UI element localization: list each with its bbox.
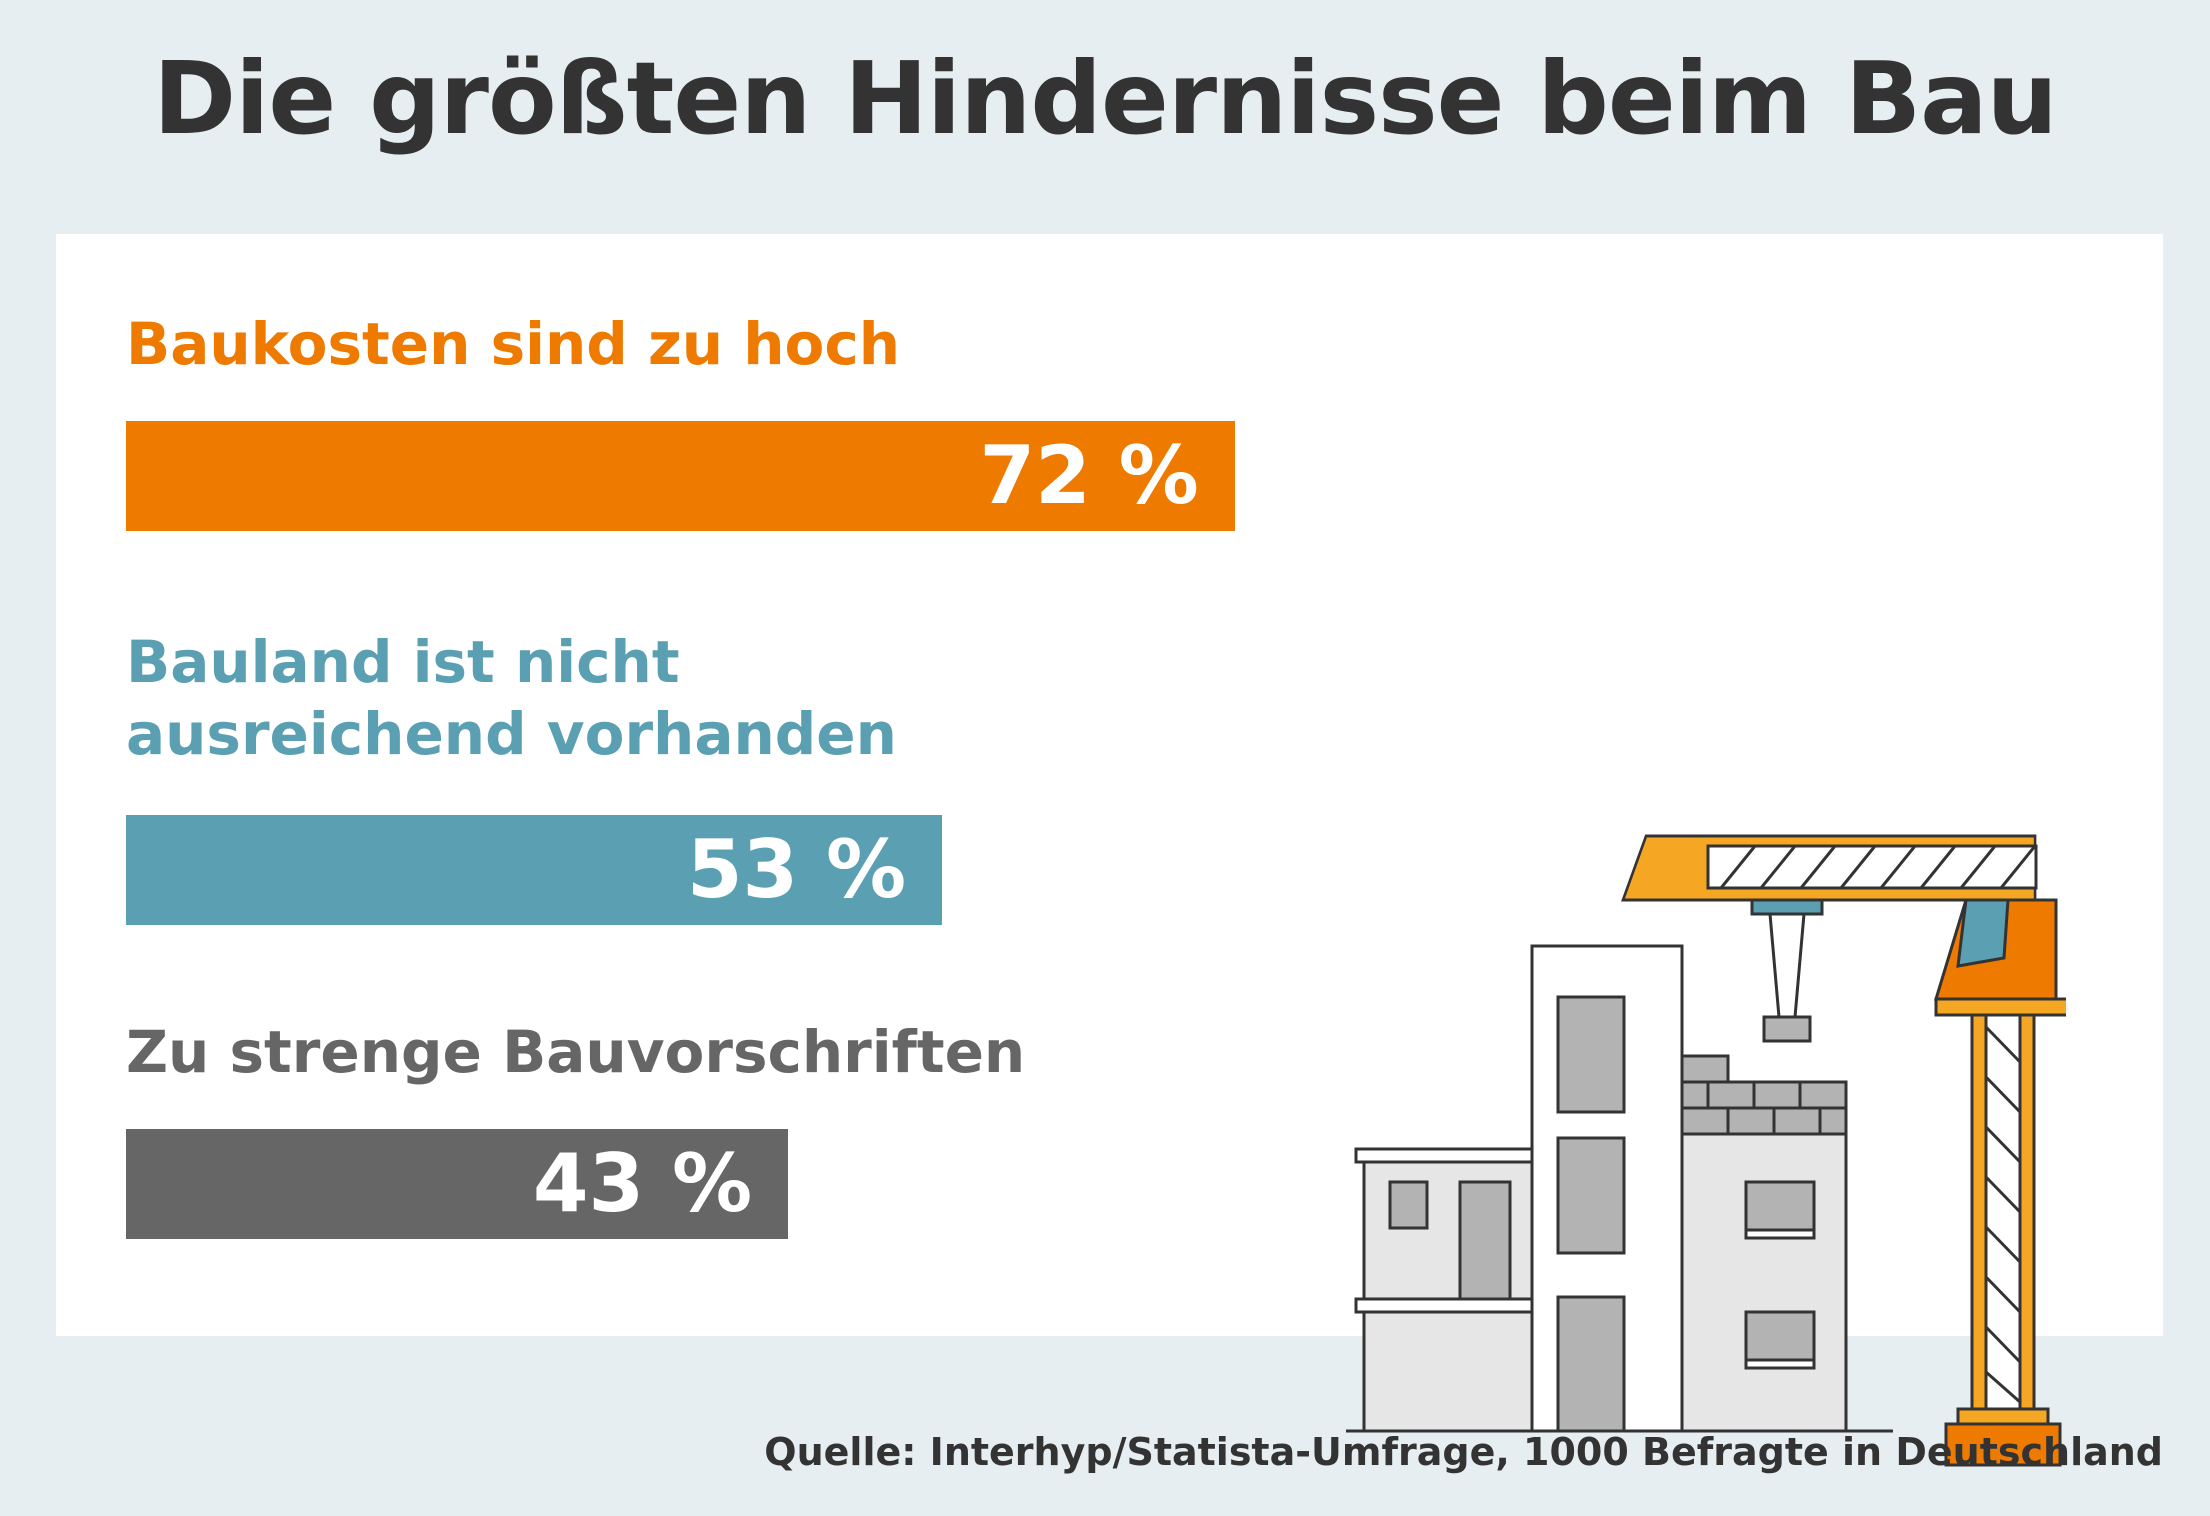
bar: 53 % <box>126 815 943 925</box>
bar: 43 % <box>126 1129 789 1239</box>
category-label: Bauland ist nicht ausreichend vorhanden <box>126 628 897 768</box>
page-title: Die größten Hindernisse beim Bau <box>153 40 2058 157</box>
construction-crane-building-icon <box>1346 834 2066 1467</box>
bar-value-label: 53 % <box>686 823 907 916</box>
bar-value-label: 43 % <box>532 1137 753 1230</box>
chart-panel: Baukosten sind zu hoch 72 % Bauland ist ni… <box>56 234 2163 1467</box>
bar: 72 % <box>126 421 1235 531</box>
source-note: Quelle: Interhyp/Statista-Umfrage, 1000 … <box>764 1430 2163 1474</box>
category-label: Zu strenge Bauvorschriften <box>126 1018 1026 1086</box>
category-label: Baukosten sind zu hoch <box>126 310 901 378</box>
bar-value-label: 72 % <box>979 429 1199 522</box>
